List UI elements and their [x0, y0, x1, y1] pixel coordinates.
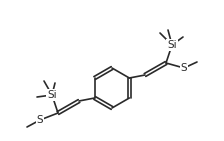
Text: Si: Si: [47, 90, 57, 100]
Text: Si: Si: [167, 40, 177, 50]
Text: S: S: [181, 63, 187, 73]
Text: S: S: [37, 115, 43, 125]
